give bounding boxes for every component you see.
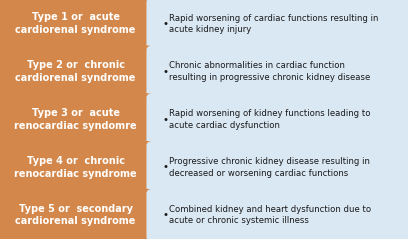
Text: Type 4 or  chronic
renocardiac syndrome: Type 4 or chronic renocardiac syndrome [14, 156, 137, 179]
Text: •: • [163, 114, 169, 125]
Text: Type 3 or  acute
renocardiac syndomre: Type 3 or acute renocardiac syndomre [14, 108, 137, 131]
Text: •: • [163, 19, 169, 29]
Text: Rapid worsening of cardiac functions resulting in
acute kidney injury: Rapid worsening of cardiac functions res… [169, 14, 379, 34]
Text: Type 1 or  acute
cardiorenal syndrome: Type 1 or acute cardiorenal syndrome [16, 12, 136, 35]
Text: •: • [163, 67, 169, 77]
FancyBboxPatch shape [0, 141, 154, 194]
FancyBboxPatch shape [0, 93, 154, 146]
FancyBboxPatch shape [146, 93, 408, 146]
Text: Type 5 or  secondary
cardiorenal syndrome: Type 5 or secondary cardiorenal syndrome [16, 204, 136, 227]
FancyBboxPatch shape [146, 141, 408, 194]
Text: •: • [163, 162, 169, 172]
Text: Chronic abnormalities in cardiac function
resulting in progressive chronic kidne: Chronic abnormalities in cardiac functio… [169, 61, 370, 82]
FancyBboxPatch shape [0, 45, 154, 98]
FancyBboxPatch shape [0, 189, 154, 239]
Text: Progressive chronic kidney disease resulting in
decreased or worsening cardiac f: Progressive chronic kidney disease resul… [169, 157, 370, 178]
FancyBboxPatch shape [146, 189, 408, 239]
FancyBboxPatch shape [146, 45, 408, 98]
FancyBboxPatch shape [0, 0, 154, 50]
Text: •: • [163, 210, 169, 220]
Text: Combined kidney and heart dysfunction due to
acute or chronic systemic illness: Combined kidney and heart dysfunction du… [169, 205, 371, 225]
Text: Type 2 or  chronic
cardiorenal syndrome: Type 2 or chronic cardiorenal syndrome [16, 60, 136, 83]
Text: Rapid worsening of kidney functions leading to
acute cardiac dysfunction: Rapid worsening of kidney functions lead… [169, 109, 371, 130]
FancyBboxPatch shape [146, 0, 408, 50]
